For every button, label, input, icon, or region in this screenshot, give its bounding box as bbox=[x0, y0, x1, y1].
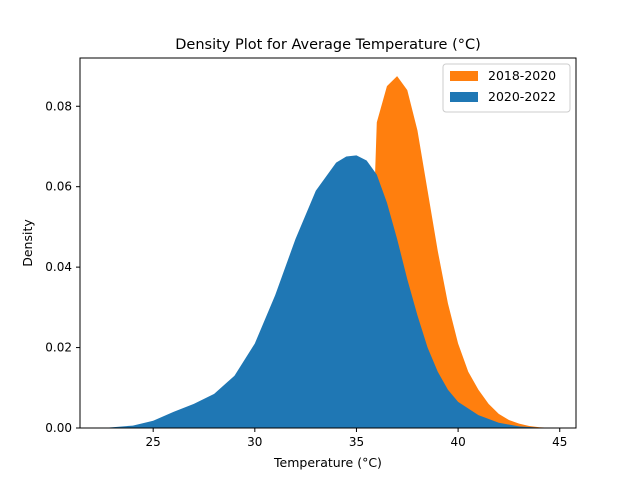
y-tick-label: 0.00 bbox=[45, 421, 72, 435]
density-area-2020-2022 bbox=[102, 155, 556, 428]
plot-frame bbox=[79, 57, 577, 429]
density-area-2018-2020 bbox=[102, 76, 556, 428]
legend-swatch-2020-2022 bbox=[450, 92, 478, 102]
legend-label-2020-2022: 2020-2022 bbox=[488, 89, 556, 104]
x-axis-label: Temperature (°C) bbox=[273, 455, 382, 470]
legend: 2018-2020 2020-2022 bbox=[442, 63, 571, 113]
x-tick-label: 40 bbox=[450, 435, 465, 449]
y-tick-label: 0.06 bbox=[45, 180, 72, 194]
y-tick-label: 0.04 bbox=[45, 260, 72, 274]
series-layer bbox=[102, 76, 556, 428]
x-tick-label: 45 bbox=[552, 435, 567, 449]
x-tick-label: 25 bbox=[146, 435, 161, 449]
x-tick-label: 35 bbox=[349, 435, 364, 449]
legend-swatch-2018-2020 bbox=[450, 71, 478, 81]
x-tick-label: 30 bbox=[247, 435, 262, 449]
y-tick-label: 0.02 bbox=[45, 341, 72, 355]
x-axis-ticks: 25 30 35 40 45 bbox=[146, 428, 567, 449]
y-axis-ticks: 0.00 0.02 0.04 0.06 0.08 bbox=[45, 99, 80, 435]
legend-label-2018-2020: 2018-2020 bbox=[488, 68, 556, 83]
chart-title: Density Plot for Average Temperature (°C… bbox=[175, 37, 481, 53]
y-tick-label: 0.08 bbox=[45, 99, 72, 113]
y-axis-label: Density bbox=[20, 219, 35, 267]
